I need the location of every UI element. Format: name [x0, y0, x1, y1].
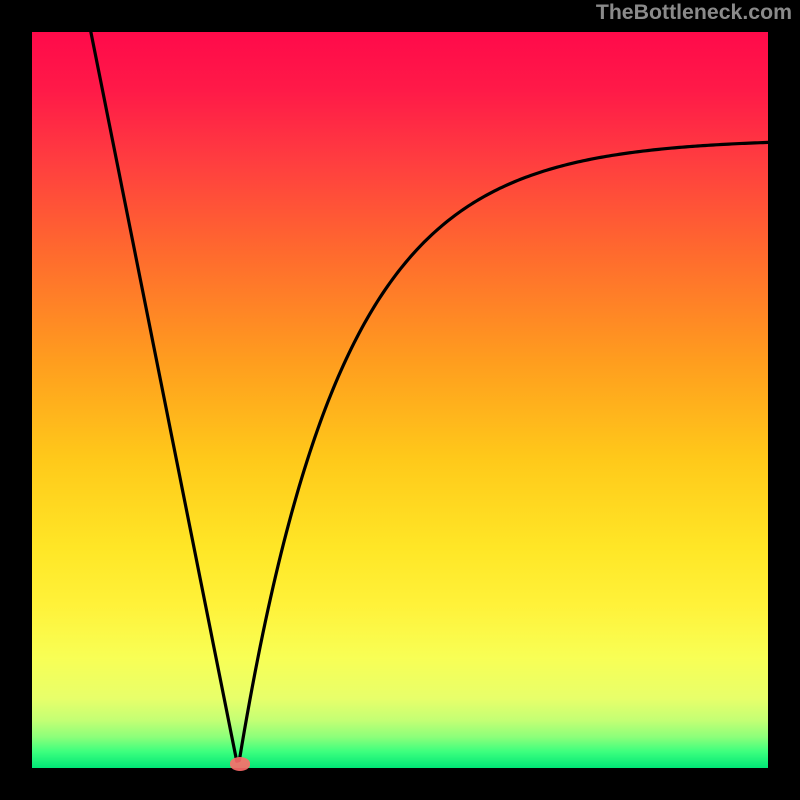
- plot-area: [32, 32, 768, 768]
- minimum-marker: [230, 757, 250, 771]
- watermark-text: TheBottleneck.com: [596, 0, 792, 25]
- chart-stage: TheBottleneck.com: [0, 0, 800, 800]
- bottleneck-curve: [32, 32, 768, 768]
